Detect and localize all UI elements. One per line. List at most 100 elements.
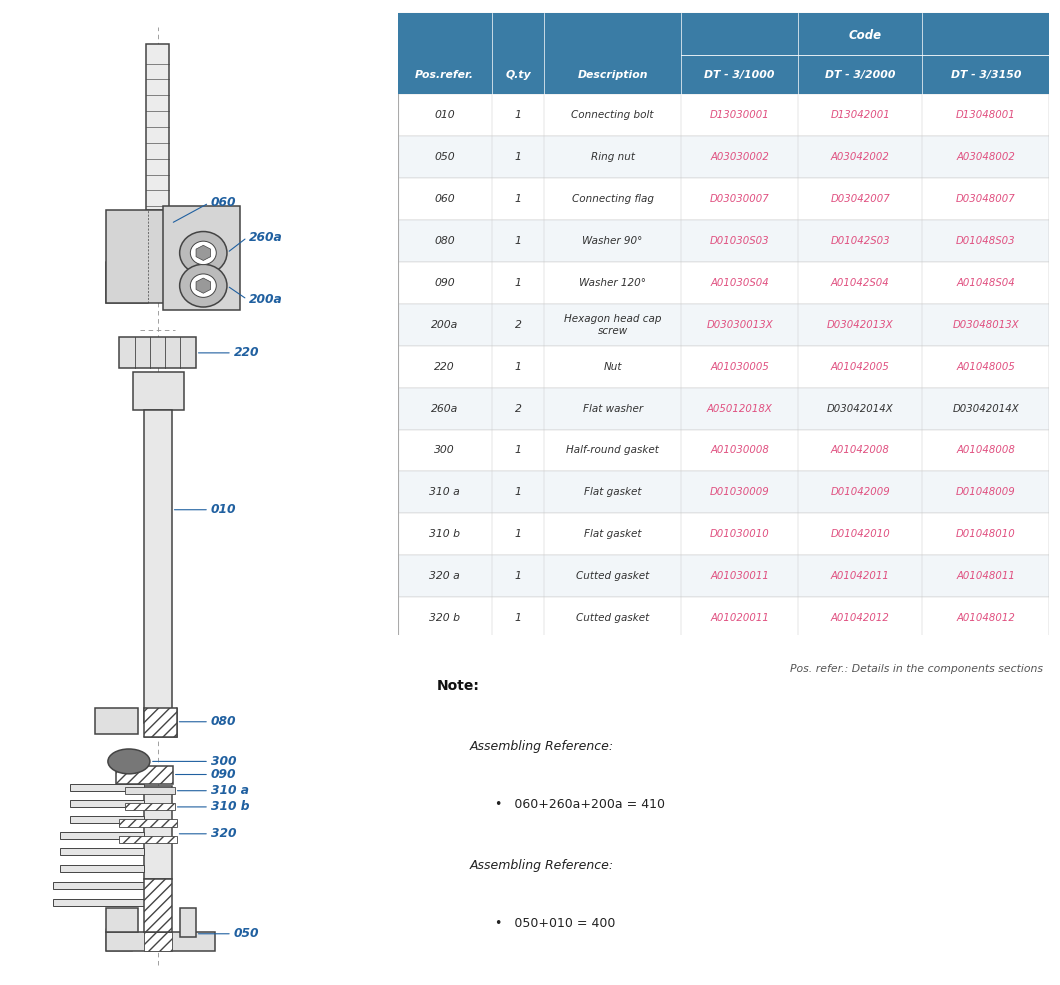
Text: A01020011: A01020011 [710,613,770,624]
Text: D01042010: D01042010 [830,529,890,540]
Text: DT - 3/3150: DT - 3/3150 [951,70,1021,80]
Bar [125,803,175,811]
Text: Pos. refer.: Details in the components sections: Pos. refer.: Details in the components s… [790,664,1043,674]
Text: D03048007: D03048007 [956,194,1015,204]
Bar [398,13,1049,95]
Text: Description: Description [578,70,648,80]
Circle shape [179,231,227,274]
Text: 1: 1 [515,278,522,288]
Bar [132,372,184,410]
Text: Nut: Nut [603,361,622,371]
Text: A01030005: A01030005 [710,361,770,371]
Text: •   060+260a+200a = 410: • 060+260a+200a = 410 [495,798,666,811]
Bar [70,800,144,807]
Text: 1: 1 [515,488,522,497]
Polygon shape [196,245,211,260]
Text: 310 a: 310 a [211,784,249,797]
Circle shape [191,274,216,297]
Text: 080: 080 [211,715,236,728]
Text: 090: 090 [211,768,236,781]
Text: A01042011: A01042011 [831,571,889,581]
Text: Cutted gasket: Cutted gasket [576,571,650,581]
Text: Pos.refer.: Pos.refer. [416,70,474,80]
Polygon shape [196,278,211,294]
Text: Assembling Reference:: Assembling Reference: [470,741,614,754]
Bar [125,787,175,794]
Bar [398,597,1049,639]
Text: Flat gasket: Flat gasket [584,488,641,497]
Text: D13048001: D13048001 [956,110,1015,120]
Text: D03042014X: D03042014X [827,404,894,414]
Bar [53,899,144,906]
Bar [144,879,172,932]
Bar [70,784,144,791]
Text: A01048S04: A01048S04 [956,278,1015,288]
Text: D01030010: D01030010 [710,529,770,540]
Text: 1: 1 [515,236,522,246]
Text: D13042001: D13042001 [830,110,890,120]
Text: 090: 090 [435,278,455,288]
Text: 260a: 260a [249,230,283,244]
Circle shape [191,241,216,265]
Text: D13030001: D13030001 [710,110,770,120]
Text: 310 b: 310 b [211,801,249,814]
Text: D03030007: D03030007 [710,194,770,204]
Bar [120,836,177,843]
Text: 320: 320 [211,827,236,840]
Text: Washer 120°: Washer 120° [579,278,647,288]
Text: 200a: 200a [249,293,283,306]
Text: 1: 1 [515,361,522,371]
Text: A01042S04: A01042S04 [831,278,889,288]
Text: D03042013X: D03042013X [827,320,894,330]
Text: A03042002: A03042002 [831,152,889,163]
Text: D01048S03: D01048S03 [956,236,1015,246]
Ellipse shape [108,749,149,774]
Text: 050: 050 [234,927,260,941]
Polygon shape [106,929,132,952]
Text: 050: 050 [435,152,455,163]
Text: Hexagon head cap
screw: Hexagon head cap screw [564,314,661,336]
Text: Connecting bolt: Connecting bolt [571,110,654,120]
Text: Washer 90°: Washer 90° [582,236,642,246]
Bar [398,556,1049,597]
Bar [60,865,144,872]
Bar [398,346,1049,388]
Bar [120,820,177,827]
Text: 320 b: 320 b [429,613,460,624]
Bar [106,210,228,303]
Bar [398,513,1049,556]
Text: A01042012: A01042012 [831,613,889,624]
Bar [106,908,139,932]
Text: D01030009: D01030009 [710,488,770,497]
Bar [60,832,144,839]
Bar [60,848,144,855]
Circle shape [179,264,227,307]
Text: Assembling Reference:: Assembling Reference: [470,859,614,873]
Text: D01042009: D01042009 [830,488,890,497]
Text: 320 a: 320 a [429,571,460,581]
Text: D03030013X: D03030013X [706,320,773,330]
Text: A01042005: A01042005 [831,361,889,371]
Text: 1: 1 [515,194,522,204]
Text: 2: 2 [515,404,522,414]
Text: 300: 300 [435,445,455,455]
Bar [398,388,1049,429]
Bar [146,44,169,210]
Text: 260a: 260a [431,404,458,414]
Bar [70,816,144,822]
Text: 310 b: 310 b [429,529,460,540]
Text: Flat washer: Flat washer [583,404,642,414]
Text: A03030002: A03030002 [710,152,770,163]
Bar [398,95,1049,136]
Text: A01030011: A01030011 [710,571,770,581]
Text: 220: 220 [234,347,260,360]
Polygon shape [106,262,148,303]
Bar [144,932,172,952]
Text: A01048011: A01048011 [956,571,1015,581]
Bar [180,908,196,938]
Bar [398,178,1049,220]
Text: D01048009: D01048009 [956,488,1015,497]
Bar [398,220,1049,262]
Text: D01030S03: D01030S03 [710,236,770,246]
Bar [144,708,177,737]
